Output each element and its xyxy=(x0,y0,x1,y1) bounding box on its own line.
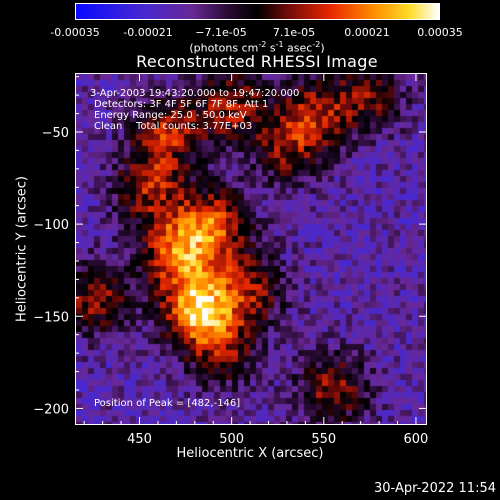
colorbar-tick-labels: -0.00035 -0.00021 −7.1e-05 7.1e-05 0.000… xyxy=(0,0,500,60)
plot-area: 3-Apr-2003 19:43:20.000 to 19:47:20.000 … xyxy=(75,73,427,425)
energy-annotation: Energy Range: 25.0 - 50.0 keV xyxy=(94,110,247,121)
chart-title: Reconstructed RHESSI Image xyxy=(136,52,378,71)
colorbar-tick: 7.1e-05 xyxy=(272,26,316,39)
y-tick-label: −50 xyxy=(42,126,69,141)
colorbar-tick: −7.1e-05 xyxy=(195,26,247,39)
x-tick-label: 600 xyxy=(404,432,429,447)
detectors-annotation: Detectors: 3F 4F 5F 6F 7F 8F, Att 1 xyxy=(94,99,269,110)
colorbar-tick: -0.00021 xyxy=(123,26,173,39)
x-tick-label: 550 xyxy=(311,432,336,447)
y-tick-label: −150 xyxy=(33,310,69,325)
colorbar-tick: 0.00035 xyxy=(417,26,463,39)
y-axis-label: Heliocentric Y (arcsec) xyxy=(14,176,30,322)
counts-annotation: Total counts: 3.77E+03 xyxy=(136,121,253,132)
y-tick-label: −100 xyxy=(33,218,69,233)
time-range-annotation: 3-Apr-2003 19:43:20.000 to 19:47:20.000 xyxy=(90,88,300,99)
heatmap-image xyxy=(76,74,426,424)
y-tick-label: −200 xyxy=(33,402,69,417)
x-tick-label: 450 xyxy=(127,432,152,447)
x-tick-label: 500 xyxy=(219,432,244,447)
timestamp: 30-Apr-2022 11:54 xyxy=(374,481,496,496)
clean-annotation: Clean xyxy=(94,121,123,132)
colorbar xyxy=(75,3,440,20)
x-axis-label: Heliocentric X (arcsec) xyxy=(176,446,324,461)
colorbar-units: (photons cm-2 s-1 asec-2) xyxy=(189,40,325,55)
colorbar-tick: -0.00035 xyxy=(50,26,100,39)
colorbar-tick: 0.00021 xyxy=(344,26,390,39)
peak-annotation: Position of Peak = [482,-146] xyxy=(94,398,241,409)
